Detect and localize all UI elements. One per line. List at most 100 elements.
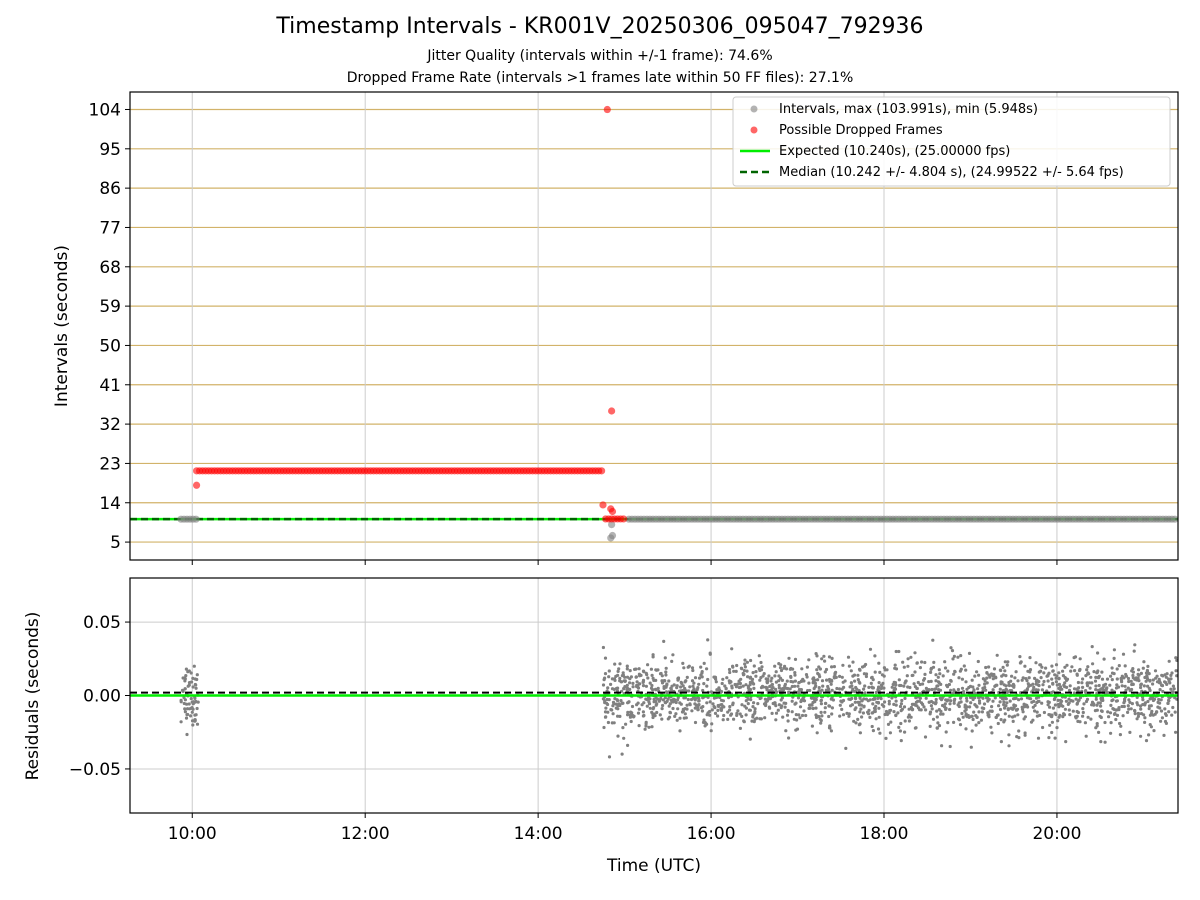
residual-point — [1065, 677, 1070, 681]
residual-point — [736, 682, 740, 686]
residual-point — [626, 700, 631, 704]
residual-point — [884, 736, 888, 741]
dropped-frame-point — [599, 501, 607, 509]
residual-point — [820, 657, 824, 661]
residual-point — [1011, 719, 1015, 724]
residual-point — [728, 681, 732, 685]
residual-point — [648, 697, 652, 701]
residual-point — [793, 673, 797, 677]
residual-point — [1054, 663, 1059, 667]
residual-point — [191, 676, 195, 681]
residual-point — [871, 697, 875, 702]
residual-point — [1157, 681, 1162, 685]
residual-point — [789, 675, 793, 680]
residual-point — [778, 676, 783, 680]
residual-point — [602, 678, 606, 682]
residual-point — [957, 704, 961, 709]
residual-point — [952, 720, 956, 725]
residual-point — [882, 666, 887, 670]
residual-point — [769, 679, 773, 683]
residual-point — [610, 721, 614, 725]
residual-point — [1126, 710, 1130, 715]
residual-point — [1078, 657, 1082, 661]
residual-point — [1131, 670, 1135, 674]
residual-point — [1129, 679, 1133, 683]
residual-point — [1038, 663, 1042, 667]
residual-point — [703, 724, 707, 728]
residual-point — [650, 683, 654, 688]
residual-point — [795, 718, 799, 722]
residual-point — [832, 665, 837, 669]
residual-point — [686, 697, 690, 702]
residual-point — [1001, 665, 1005, 670]
residual-point — [1051, 669, 1055, 673]
residual-point — [887, 711, 891, 715]
residual-point — [1067, 701, 1071, 705]
residual-point — [1050, 730, 1054, 735]
residual-point — [662, 686, 666, 691]
residual-point — [193, 713, 197, 717]
residual-point — [1119, 724, 1123, 728]
residual-point — [779, 706, 783, 710]
residual-point — [732, 669, 736, 673]
residual-point — [1163, 707, 1167, 711]
residual-point — [887, 702, 891, 706]
residual-point — [664, 666, 668, 670]
residual-point — [847, 714, 851, 718]
residual-point — [752, 686, 756, 691]
residual-point — [1016, 679, 1020, 683]
residual-point — [682, 696, 686, 700]
residuals-panel: −0.05 0.00 0.05 10:00 12:00 14:00 16:00 18:00 2… — [23, 577, 1179, 876]
x-tick-label: 16:00 — [687, 824, 736, 844]
residual-point — [1047, 685, 1051, 689]
residual-point — [1124, 688, 1128, 692]
residual-point — [977, 683, 981, 687]
residual-point — [1129, 707, 1133, 711]
residual-point — [924, 696, 928, 700]
residual-point — [603, 672, 608, 676]
residual-point — [195, 706, 199, 711]
residual-point — [827, 704, 831, 708]
residual-point — [869, 681, 873, 686]
residual-point — [185, 713, 189, 717]
residual-point — [1085, 684, 1090, 688]
residual-point — [624, 722, 628, 726]
residual-point — [697, 676, 702, 680]
residual-point — [630, 713, 635, 718]
residual-point — [1164, 721, 1168, 726]
residual-point — [631, 681, 635, 686]
residual-point — [1100, 709, 1104, 714]
residual-point — [1116, 685, 1121, 689]
residual-point — [830, 656, 834, 661]
residual-point — [770, 711, 774, 716]
residual-point — [1001, 689, 1005, 693]
residual-point — [975, 670, 979, 674]
residual-point — [1159, 719, 1163, 723]
residual-point — [943, 666, 948, 670]
residual-point — [991, 688, 995, 692]
residual-point — [1157, 697, 1161, 702]
residual-point — [626, 713, 630, 717]
residual-point — [950, 649, 955, 653]
residual-point — [626, 743, 630, 748]
residual-point — [673, 714, 677, 719]
residual-point — [1090, 681, 1094, 685]
residual-point — [1151, 678, 1155, 682]
residual-point — [889, 708, 893, 712]
residual-point — [626, 710, 630, 715]
residual-point — [913, 651, 917, 655]
residual-point — [907, 719, 912, 723]
residual-point — [611, 712, 615, 716]
residual-point — [849, 681, 854, 685]
residual-point — [651, 707, 655, 711]
residual-point — [786, 686, 790, 691]
residual-point — [1160, 716, 1164, 720]
residual-point — [930, 687, 934, 692]
residual-point — [923, 672, 927, 677]
residual-point — [939, 712, 943, 716]
residual-point — [931, 717, 936, 721]
residual-point — [710, 708, 714, 712]
residual-point — [1065, 663, 1069, 667]
residual-point — [183, 677, 187, 681]
residual-point — [894, 683, 898, 687]
